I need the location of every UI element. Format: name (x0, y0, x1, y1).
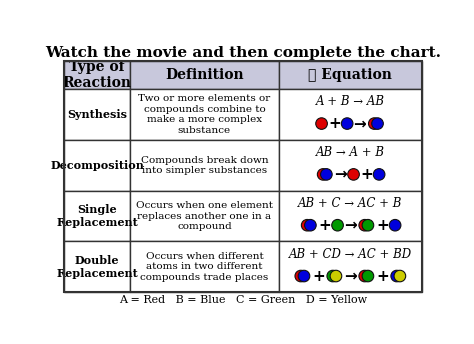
Text: AB + CD → AC + BD: AB + CD → AC + BD (289, 248, 412, 261)
Text: Occurs when one element
replaces another one in a
compound: Occurs when one element replaces another… (136, 201, 273, 231)
Circle shape (391, 270, 402, 282)
Text: Two or more elements or
compounds combine to
make a more complex
substance: Two or more elements or compounds combin… (138, 94, 271, 135)
Circle shape (389, 219, 401, 231)
Bar (64, 61, 130, 89)
Circle shape (362, 270, 374, 282)
Bar (279, 140, 422, 191)
Text: Type of
Reaction: Type of Reaction (63, 60, 131, 90)
Text: AB → A + B: AB → A + B (316, 146, 385, 159)
Circle shape (332, 219, 343, 231)
Bar (279, 89, 422, 140)
Circle shape (368, 118, 380, 129)
Text: →: → (344, 269, 357, 283)
Circle shape (362, 219, 374, 231)
Text: →: → (334, 167, 347, 182)
Text: +: + (376, 218, 389, 233)
Text: →: → (354, 116, 366, 131)
Text: Compounds break down
into simpler substances: Compounds break down into simpler substa… (141, 155, 268, 175)
Text: ★ Equation: ★ Equation (309, 68, 392, 82)
Bar (130, 241, 279, 292)
Bar (64, 61, 422, 292)
Circle shape (316, 118, 328, 129)
Circle shape (298, 270, 310, 282)
Circle shape (348, 169, 359, 180)
Circle shape (320, 169, 332, 180)
Text: Occurs when different
atoms in two different
compounds trade places: Occurs when different atoms in two diffe… (140, 252, 269, 282)
Text: +: + (328, 116, 341, 131)
Bar (130, 191, 279, 241)
Text: Double
Replacement: Double Replacement (56, 255, 138, 279)
Bar (64, 140, 130, 191)
Text: +: + (360, 167, 373, 182)
Text: →: → (344, 218, 357, 233)
Text: Decomposition: Decomposition (50, 160, 144, 171)
Text: +: + (376, 269, 389, 283)
Bar (130, 140, 279, 191)
Bar (64, 191, 130, 241)
Text: Definition: Definition (165, 68, 244, 82)
Circle shape (330, 270, 342, 282)
Circle shape (359, 219, 371, 231)
Text: Synthesis: Synthesis (67, 109, 127, 120)
Text: +: + (319, 218, 331, 233)
Circle shape (341, 118, 353, 129)
Text: Watch the movie and then complete the chart.: Watch the movie and then complete the ch… (45, 46, 441, 60)
Bar (64, 241, 130, 292)
Circle shape (374, 169, 385, 180)
Circle shape (295, 270, 307, 282)
Text: A + B → AB: A + B → AB (316, 95, 385, 108)
Circle shape (318, 169, 329, 180)
Circle shape (372, 118, 383, 129)
Text: Single
Replacement: Single Replacement (56, 204, 138, 228)
Bar (279, 241, 422, 292)
Circle shape (301, 219, 313, 231)
Circle shape (394, 270, 406, 282)
Bar (64, 89, 130, 140)
Text: A = Red   B = Blue   C = Green   D = Yellow: A = Red B = Blue C = Green D = Yellow (119, 295, 367, 305)
Text: +: + (312, 269, 325, 283)
Circle shape (359, 270, 371, 282)
Text: AB + C → AC + B: AB + C → AC + B (298, 197, 402, 210)
Circle shape (327, 270, 338, 282)
Bar (279, 191, 422, 241)
Bar (279, 61, 422, 89)
Bar (130, 89, 279, 140)
Circle shape (305, 219, 316, 231)
Bar (130, 61, 279, 89)
